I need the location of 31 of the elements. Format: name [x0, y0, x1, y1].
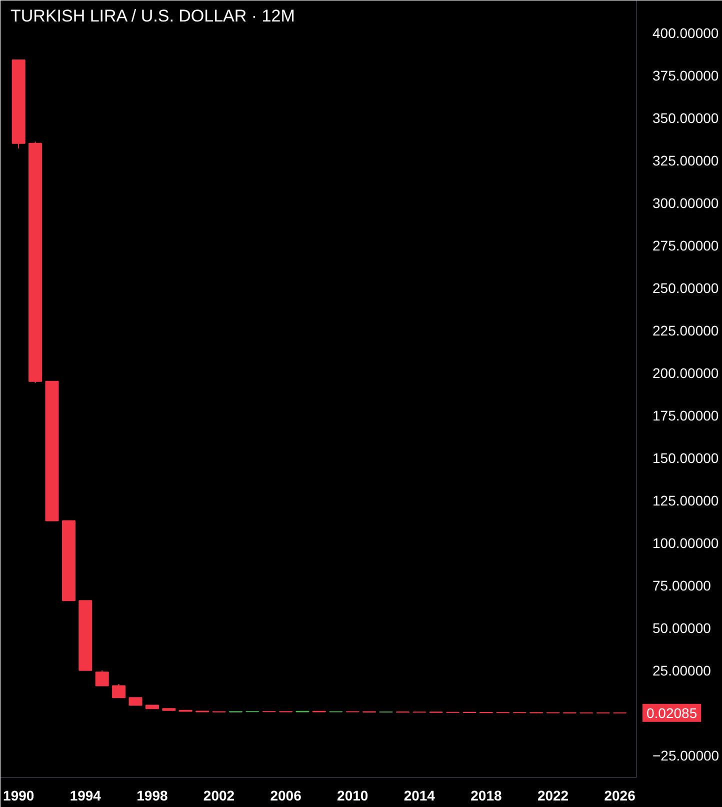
x-tick-label: 2018 [470, 788, 502, 804]
y-tick-label: 275.00000 [652, 237, 719, 254]
x-tick-label: 1990 [3, 788, 34, 804]
x-tick-label: 2010 [337, 788, 368, 804]
x-tick-label: 2026 [604, 788, 636, 804]
y-tick-label: 250.00000 [652, 280, 719, 296]
y-tick-label: 100.00000 [652, 534, 719, 551]
candlestick [112, 683, 126, 698]
chart-title: TURKISH LIRA / U.S. DOLLAR · 12M [10, 6, 295, 26]
y-tick-label: 25.00000 [652, 662, 712, 678]
y-tick-label: 75.00000 [652, 577, 712, 594]
y-tick-label: 175.00000 [652, 407, 719, 424]
y-tick-label: −25.00000 [652, 747, 720, 764]
x-tick-label: 2002 [203, 788, 235, 804]
y-tick-label: 50.00000 [652, 620, 712, 636]
candlestick [95, 670, 109, 686]
y-tick-label: 300.00000 [652, 194, 719, 211]
y-tick-label: 325.00000 [652, 152, 719, 168]
y-tick-label: 150.00000 [652, 450, 719, 466]
x-tick-label: 2006 [270, 788, 302, 804]
y-tick-label: 225.00000 [652, 322, 719, 338]
y-tick-label: 350.00000 [652, 110, 719, 126]
x-tick-label: 2022 [537, 788, 569, 804]
x-tick-label: 1998 [136, 788, 168, 804]
text: 0.02085 [646, 704, 698, 721]
y-tick-label: 125.00000 [652, 492, 719, 508]
y-tick-label: 400.00000 [652, 24, 719, 41]
x-tick-label: 2014 [404, 788, 436, 804]
y-tick-label: 200.00000 [652, 364, 719, 381]
y-tick-label: 375.00000 [652, 67, 719, 84]
x-tick-label: 1994 [70, 788, 102, 804]
